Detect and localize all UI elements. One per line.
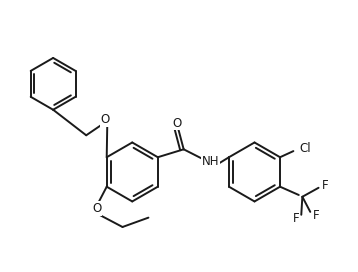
Text: F: F bbox=[322, 180, 329, 193]
Text: O: O bbox=[101, 113, 110, 126]
Text: Cl: Cl bbox=[300, 142, 311, 155]
Text: O: O bbox=[92, 202, 101, 215]
Text: F: F bbox=[313, 209, 320, 222]
Text: F: F bbox=[293, 212, 300, 225]
Text: O: O bbox=[173, 117, 182, 129]
Text: NH: NH bbox=[202, 155, 219, 168]
